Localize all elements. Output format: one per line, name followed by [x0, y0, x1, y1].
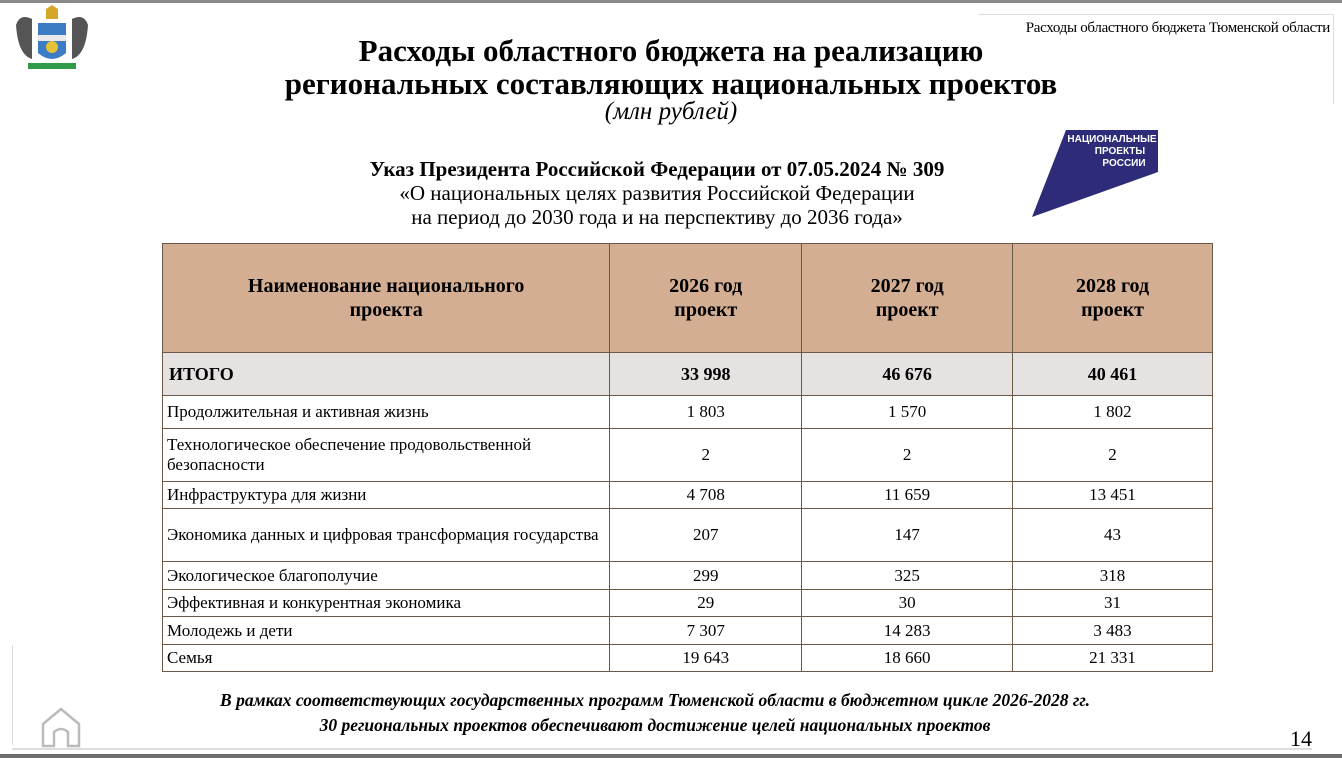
col-header-2027: 2027 год проект — [801, 243, 1014, 353]
value-2027: 11 659 — [801, 481, 1014, 509]
total-2027: 46 676 — [801, 352, 1014, 396]
value-2027: 14 283 — [801, 616, 1014, 645]
page-title-line2: региональных составляющих национальных п… — [284, 66, 1058, 101]
decor-line — [1333, 14, 1334, 104]
value-2027: 147 — [801, 508, 1014, 562]
total-label: ИТОГО — [161, 352, 611, 396]
project-name: Молодежь и дети — [161, 616, 611, 645]
total-2028: 40 461 — [1012, 352, 1213, 396]
project-name: Инфраструктура для жизни — [161, 481, 611, 509]
value-2027: 325 — [801, 561, 1014, 590]
value-2026: 2 — [609, 428, 803, 482]
decor-line — [978, 14, 1334, 15]
national-projects-logo: НАЦИОНАЛЬНЫЕ ПРОЕКТЫ РОССИИ — [1032, 130, 1158, 217]
table-row: Экономика данных и цифровая трансформаци… — [161, 508, 1213, 562]
footer-note: В рамках соответствующих государственных… — [0, 688, 1310, 738]
table-row: Эффективная и конкурентная экономика 29 30… — [161, 589, 1213, 617]
value-2026: 299 — [609, 561, 803, 590]
svg-text:РОССИИ: РОССИИ — [1102, 158, 1145, 169]
page-number: 14 — [1290, 726, 1312, 751]
value-2028: 3 483 — [1012, 616, 1213, 645]
decree-name: «О национальных целях развития Российско… — [399, 181, 915, 205]
footer-line1: В рамках соответствующих государственных… — [220, 690, 1090, 710]
total-2026: 33 998 — [609, 352, 803, 396]
value-2028: 31 — [1012, 589, 1213, 617]
table-row: Семья 19 643 18 660 21 331 — [161, 644, 1213, 672]
svg-text:НАЦИОНАЛЬНЫЕ: НАЦИОНАЛЬНЫЕ — [1067, 134, 1156, 145]
decor-line — [12, 748, 1312, 750]
footer-line2: 30 региональных проектов обеспечивают до… — [319, 715, 991, 735]
bottom-border — [0, 754, 1342, 758]
table-row: Экологическое благополучие 299 325 318 — [161, 561, 1213, 590]
svg-text:ПРОЕКТЫ: ПРОЕКТЫ — [1095, 146, 1146, 157]
budget-table: Наименование национального проекта 2026 … — [161, 243, 1213, 672]
value-2026: 19 643 — [609, 644, 803, 672]
page-title: Расходы областного бюджета на реализацию — [358, 33, 984, 68]
total-row: ИТОГО 33 998 46 676 40 461 — [161, 352, 1213, 396]
value-2028: 21 331 — [1012, 644, 1213, 672]
decree-name-line2: на период до 2030 года и на перспективу … — [411, 205, 903, 229]
table-row: Технологическое обеспечение продовольств… — [161, 428, 1213, 482]
table-header-row: Наименование национального проекта 2026 … — [161, 243, 1213, 353]
col-header-name: Наименование национального проекта — [161, 243, 611, 353]
tyumen-coat-of-arms-icon — [16, 5, 88, 69]
value-2027: 1 570 — [801, 395, 1014, 429]
value-2027: 18 660 — [801, 644, 1014, 672]
project-name: Технологическое обеспечение продовольств… — [161, 428, 611, 482]
col-header-2028: 2028 год проект — [1012, 243, 1213, 353]
value-2026: 29 — [609, 589, 803, 617]
value-2026: 4 708 — [609, 481, 803, 509]
table-row: Продолжительная и активная жизнь 1 803 1 5… — [161, 395, 1213, 429]
project-name: Экологическое благополучие — [161, 561, 611, 590]
value-2028: 13 451 — [1012, 481, 1213, 509]
top-border — [0, 0, 1342, 3]
col-header-2026: 2026 год проект — [609, 243, 803, 353]
table-row: Молодежь и дети 7 307 14 283 3 483 — [161, 616, 1213, 645]
units-label: (млн рублей) — [604, 98, 738, 125]
value-2026: 7 307 — [609, 616, 803, 645]
decree-block: Указ Президента Российской Федерации от … — [0, 157, 1314, 229]
project-name: Эффективная и конкурентная экономика — [161, 589, 611, 617]
value-2027: 2 — [801, 428, 1014, 482]
home-icon[interactable] — [40, 706, 82, 748]
project-name: Семья — [161, 644, 611, 672]
decor-line — [12, 645, 13, 745]
decree-title: Указ Президента Российской Федерации от … — [369, 157, 945, 181]
table-row: Инфраструктура для жизни 4 708 11 659 13 45… — [161, 481, 1213, 509]
value-2028: 1 802 — [1012, 395, 1213, 429]
value-2027: 30 — [801, 589, 1014, 617]
value-2028: 318 — [1012, 561, 1213, 590]
project-name: Продолжительная и активная жизнь — [161, 395, 611, 429]
value-2028: 43 — [1012, 508, 1213, 562]
value-2028: 2 — [1012, 428, 1213, 482]
slide-header-caption: Расходы областного бюджета Тюменской обл… — [1025, 20, 1331, 36]
value-2026: 1 803 — [609, 395, 803, 429]
value-2026: 207 — [609, 508, 803, 562]
project-name: Экономика данных и цифровая трансформаци… — [161, 508, 611, 562]
